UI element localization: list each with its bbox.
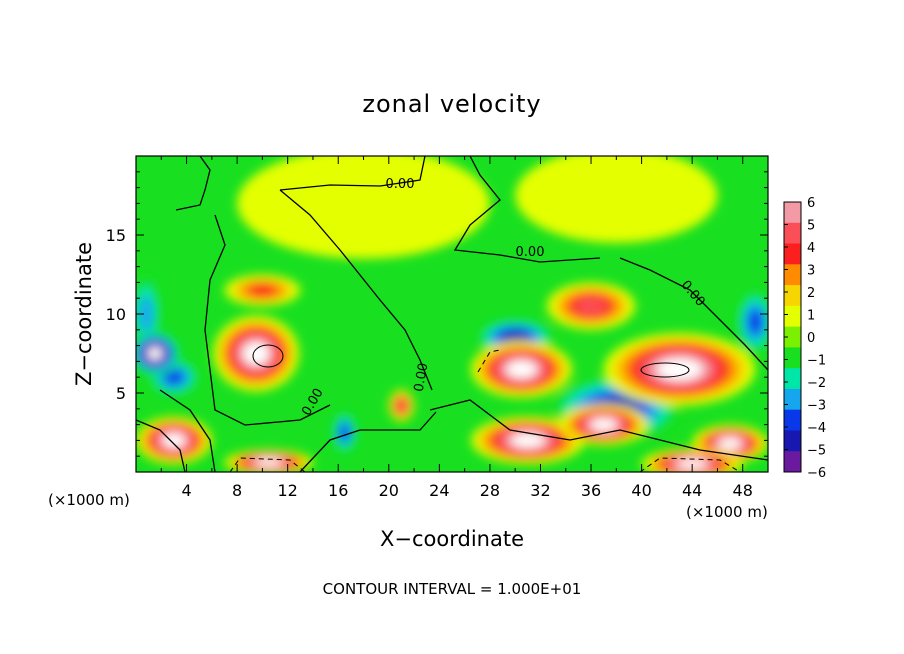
- velocity-region: [590, 418, 617, 431]
- velocity-region: [237, 156, 490, 259]
- x-tick-label: 16: [328, 481, 348, 500]
- colorbar-tick-label: 4: [807, 241, 815, 256]
- x-tick-label: 4: [181, 481, 191, 500]
- x-tick-label: 40: [631, 481, 651, 500]
- x-unit-right: (×1000 m): [686, 503, 768, 521]
- colorbar: 6 5 4 3 2 1 0 −1 −2 −3 −4 −5 −6: [783, 196, 826, 481]
- colorbar-swatch: [784, 430, 801, 452]
- colorbar-tick-label: 2: [807, 286, 815, 301]
- colorbar-tick-label: 3: [807, 264, 815, 279]
- x-tick-label: 20: [379, 481, 399, 500]
- x-unit-left: (×1000 m): [48, 491, 130, 509]
- y-tick-label: 10: [106, 305, 126, 324]
- colorbar-swatch: [784, 368, 801, 390]
- zero-contour: [175, 156, 211, 211]
- colorbar-swatch: [784, 451, 801, 473]
- colorbar-swatch: [784, 264, 801, 286]
- zero-contour: [429, 399, 768, 461]
- zero-contour: [204, 214, 331, 426]
- colorbar-tick-label: 6: [807, 196, 815, 211]
- velocity-region: [164, 369, 184, 385]
- colorbar-tick-label: 5: [807, 219, 815, 234]
- velocity-region: [656, 358, 703, 381]
- x-tick-label: 32: [530, 481, 550, 500]
- colorbar-tick-label: −4: [807, 421, 826, 436]
- x-tick-label: 8: [232, 481, 242, 500]
- colorbar-swatch: [784, 347, 801, 369]
- negative-contour: [229, 457, 306, 472]
- colorbar-swatch: [784, 409, 801, 431]
- positive-contour: [252, 344, 284, 368]
- y-axis-label: Z−coordinate: [72, 242, 96, 386]
- y-tick-label: 15: [106, 226, 126, 245]
- colorbar-swatch: [784, 243, 801, 265]
- x-tick-label: 12: [278, 481, 298, 500]
- zero-contour: [619, 257, 768, 371]
- colorbar-swatch: [784, 326, 801, 348]
- velocity-region: [243, 342, 269, 365]
- colorbar-swatch: [784, 202, 801, 224]
- colorbar-tick-label: −1: [807, 354, 826, 369]
- velocity-region: [718, 437, 742, 450]
- x-tick-label: 24: [429, 481, 449, 500]
- colorbar-swatch: [784, 388, 801, 411]
- plot-area: 0.000.000.000.000.00: [136, 156, 768, 472]
- velocity-region: [255, 458, 282, 467]
- zero-contour: [453, 156, 601, 263]
- x-tick-label: 28: [480, 481, 500, 500]
- zero-contour: [299, 411, 437, 472]
- velocity-region: [397, 400, 406, 412]
- velocity-region: [556, 167, 676, 224]
- colorbar-tick-label: 0: [807, 331, 815, 346]
- y-tick-label: 5: [116, 384, 126, 403]
- x-tick-label: 36: [581, 481, 601, 500]
- colorbar-swatch: [784, 305, 801, 328]
- zero-contour: [136, 419, 186, 472]
- velocity-region: [748, 309, 763, 335]
- chart-title: zonal velocity: [362, 90, 541, 118]
- colorbar-tick-label: −2: [807, 376, 826, 391]
- colorbar-tick-label: 1: [807, 309, 815, 324]
- velocity-region: [162, 433, 186, 448]
- contour-label: 0.00: [412, 362, 432, 393]
- negative-contour: [639, 457, 741, 472]
- colorbar-swatch: [784, 285, 801, 307]
- colorbar-tick-label: −5: [807, 444, 826, 459]
- velocity-region: [510, 433, 545, 448]
- velocity-region: [247, 284, 277, 297]
- contour-label: 0.00: [516, 245, 545, 260]
- velocity-region: [339, 424, 350, 441]
- zero-contour: [159, 389, 216, 472]
- contour-label: 0.00: [386, 177, 415, 192]
- contour-interval-note: CONTOUR INTERVAL = 1.000E+01: [323, 580, 582, 598]
- zero-contour: [279, 189, 433, 391]
- velocity-region: [139, 296, 153, 332]
- negative-contour: [477, 349, 501, 373]
- colorbar-tick-label: −6: [807, 466, 826, 481]
- velocity-region: [575, 297, 607, 315]
- velocity-region: [147, 346, 163, 361]
- positive-contour: [640, 362, 690, 378]
- x-tick-label: 48: [733, 481, 753, 500]
- colorbar-tick-label: −3: [807, 399, 826, 414]
- x-axis-label: X−coordinate: [380, 527, 524, 551]
- x-tick-label: 44: [682, 481, 702, 500]
- zero-contour: [279, 156, 426, 191]
- velocity-region: [506, 360, 537, 378]
- colorbar-swatch: [784, 222, 801, 245]
